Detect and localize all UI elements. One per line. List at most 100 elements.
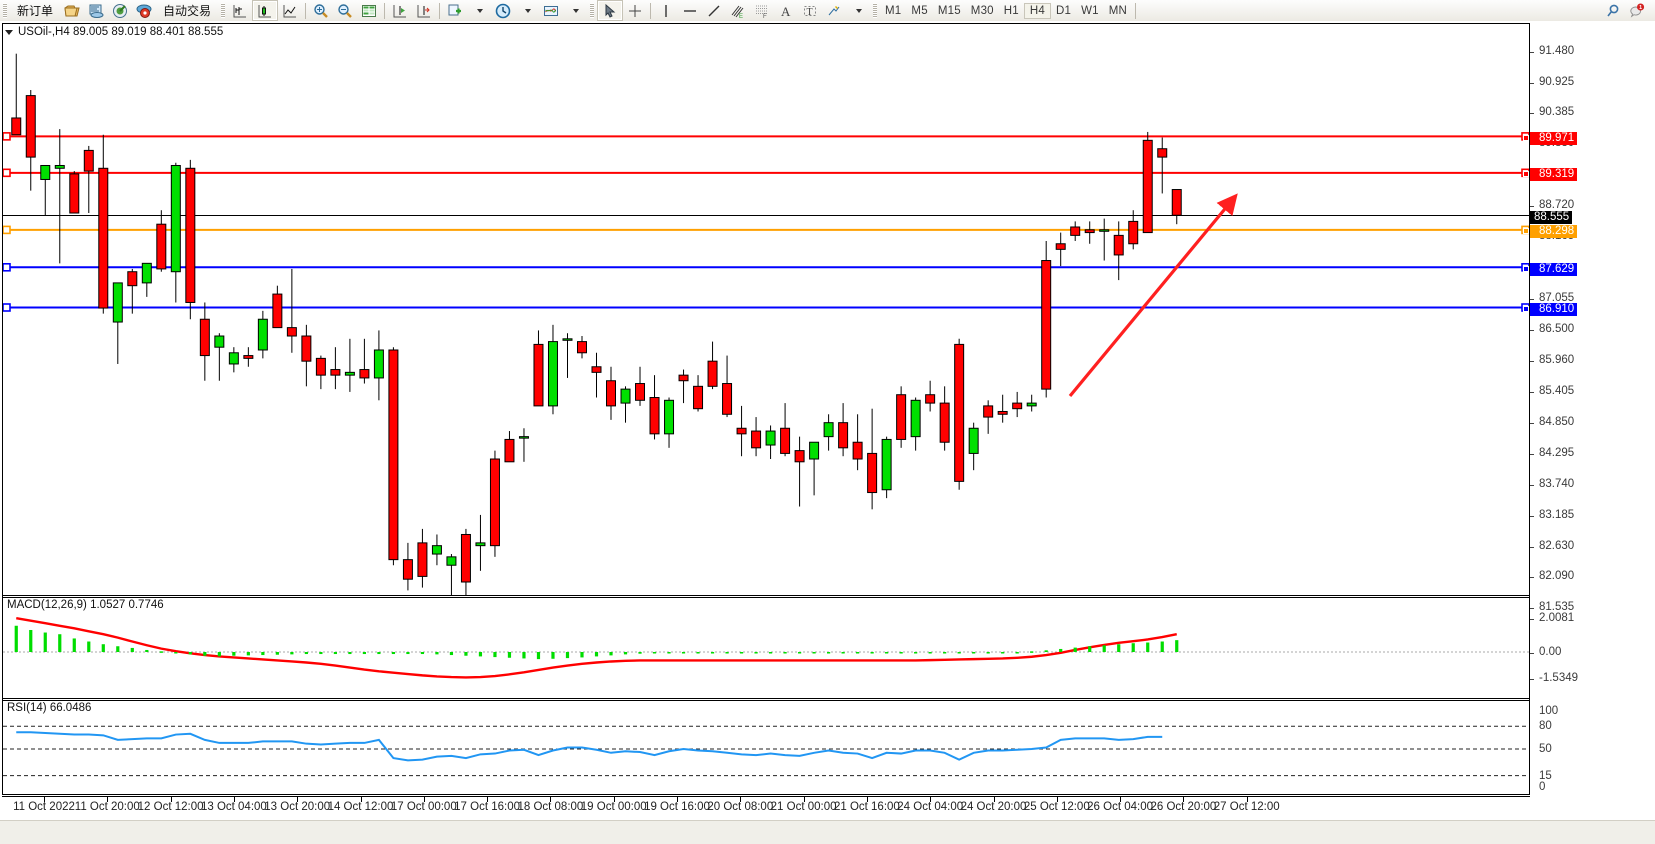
price-level-label-pending[interactable]: 88.298	[1523, 225, 1578, 239]
candle-body	[707, 360, 718, 387]
search-icon[interactable]	[1601, 1, 1625, 20]
hline-icon[interactable]	[678, 1, 702, 20]
fibonacci-icon[interactable]: F	[750, 1, 774, 20]
time-tick-label: 17 Oct 00:00	[390, 801, 457, 813]
macd-series	[3, 616, 1529, 679]
autotrading-button[interactable]: 自动交易	[156, 1, 218, 20]
trendline-icon[interactable]	[702, 1, 726, 20]
price-level-label-resistance[interactable]: 89.971	[1523, 131, 1578, 145]
text-icon[interactable]: A	[774, 1, 798, 20]
rsi-panel[interactable]: RSI(14) 66.0486	[3, 701, 1529, 794]
macd-histogram-bar	[1146, 642, 1150, 653]
timeframe-w1[interactable]: W1	[1081, 4, 1099, 17]
macd-histogram-bar	[159, 651, 163, 653]
toolbar-grip-3[interactable]	[590, 3, 595, 18]
price-level-label-support[interactable]: 87.629	[1523, 262, 1578, 276]
macd-histogram-bar	[1117, 644, 1121, 653]
macd-histogram-bar	[536, 652, 541, 660]
templates-dropdown[interactable]	[563, 1, 587, 20]
vline-icon[interactable]	[654, 1, 678, 20]
candle-body	[1012, 402, 1023, 410]
time-tick-label: 12 Oct 12:00	[137, 801, 204, 813]
crosshair-icon[interactable]	[623, 1, 647, 20]
timeframe-h4[interactable]: H4	[1023, 2, 1051, 19]
price-level-handle[interactable]	[3, 303, 11, 312]
text-label-icon[interactable]: T	[798, 1, 822, 20]
navigator-icon[interactable]	[108, 1, 132, 20]
macd-histogram-bar	[1015, 652, 1019, 654]
toolbar-grip-4[interactable]	[873, 3, 878, 18]
candle-body	[606, 380, 617, 407]
candle-body	[635, 383, 646, 401]
candle-body	[693, 385, 704, 410]
zoom-out-icon[interactable]	[333, 1, 357, 20]
macd-histogram-bar	[377, 652, 381, 655]
periods-dropdown[interactable]	[515, 1, 539, 20]
chart-shift-icon[interactable]	[388, 1, 412, 20]
macd-histogram-bar	[623, 652, 628, 655]
horizontal-scrollbar[interactable]	[0, 820, 1655, 844]
time-tick-mark	[550, 797, 552, 802]
macd-histogram-bar	[188, 652, 192, 655]
macd-histogram-bar	[1030, 651, 1034, 653]
draw-objects-dropdown[interactable]	[846, 1, 870, 20]
time-tick-mark	[1056, 797, 1058, 802]
indicators-icon[interactable]	[443, 1, 467, 20]
macd-histogram-bar	[348, 652, 352, 655]
line-chart-icon[interactable]	[278, 1, 302, 20]
candle-body	[533, 343, 544, 407]
cursor-icon[interactable]	[597, 0, 624, 21]
templates-icon[interactable]	[539, 1, 563, 20]
chart-window[interactable]: USOil-,H4 89.005 89.019 88.401 88.555 MA…	[0, 21, 1655, 844]
new-order-button[interactable]: 新订单	[10, 1, 60, 20]
data-window-icon[interactable]	[357, 1, 381, 20]
periods-icon[interactable]	[491, 1, 515, 20]
price-level-handle[interactable]	[3, 168, 11, 178]
price-level-label-current[interactable]: 88.555	[1530, 211, 1573, 225]
macd-histogram-bar	[217, 652, 221, 657]
toolbar-grip[interactable]	[3, 3, 7, 18]
chevron-down-icon[interactable]	[5, 29, 13, 35]
autoscroll-icon[interactable]	[412, 1, 436, 20]
price-level-label-resistance[interactable]: 89.319	[1523, 168, 1578, 182]
timeframe-m15[interactable]: M15	[937, 4, 961, 17]
rsi-axis-tick: 80	[1539, 720, 1552, 733]
time-tick-label: 21 Oct 16:00	[833, 801, 900, 813]
time-tick-label: 19 Oct 00:00	[580, 801, 647, 813]
price-level-handle[interactable]	[3, 132, 11, 141]
candlestick-icon[interactable]	[252, 0, 279, 21]
price-axis[interactable]: 91.48090.92590.38589.83088.72088.16587.0…	[1523, 23, 1653, 795]
time-axis[interactable]: 11 Oct 2022 11 Oct 20:00 12 Oct 12:00 13 Oc…	[2, 796, 1530, 821]
timeframe-h1[interactable]: H1	[1003, 4, 1019, 17]
toolbar-grip-2[interactable]	[221, 3, 226, 18]
draw-objects-icon[interactable]	[822, 1, 846, 20]
timeframe-group: M1 M5 M15 M30 H1 H4 D1 W1 MN	[880, 0, 1132, 21]
chat-icon[interactable]: 1	[1625, 1, 1649, 20]
timeframe-mn[interactable]: MN	[1108, 4, 1128, 17]
equidistant-channel-icon[interactable]: E	[726, 1, 750, 20]
autotrading-icon[interactable]	[132, 1, 156, 20]
indicators-dropdown[interactable]	[467, 1, 491, 20]
bar-chart-icon[interactable]	[228, 1, 252, 20]
macd-panel[interactable]: MACD(12,26,9) 1.0527 0.7746	[3, 598, 1529, 698]
folder-icon[interactable]	[60, 1, 84, 20]
candle-body	[997, 410, 1008, 415]
terminal-icon[interactable]	[84, 1, 108, 20]
candle-body	[127, 271, 138, 287]
price-level-label-support[interactable]: 86.910	[1523, 302, 1578, 316]
candle-body	[591, 366, 602, 373]
timeframe-d1[interactable]: D1	[1056, 4, 1072, 17]
timeframe-m30[interactable]: M30	[970, 4, 994, 17]
macd-signal-line	[16, 616, 1177, 679]
timeframe-m1[interactable]: M1	[885, 4, 902, 17]
macd-histogram-bar	[261, 652, 265, 656]
time-tick-mark	[803, 797, 805, 802]
candle-body	[98, 167, 109, 309]
zoom-in-icon[interactable]	[309, 1, 333, 20]
timeframe-m5[interactable]: M5	[911, 4, 928, 17]
chart-plot-border	[2, 23, 1530, 795]
price-level-handle[interactable]	[3, 262, 11, 272]
price-panel[interactable]	[3, 24, 1529, 596]
price-level-handle[interactable]	[3, 225, 11, 235]
symbol-header[interactable]: USOil-,H4 89.005 89.019 88.401 88.555	[5, 26, 223, 38]
